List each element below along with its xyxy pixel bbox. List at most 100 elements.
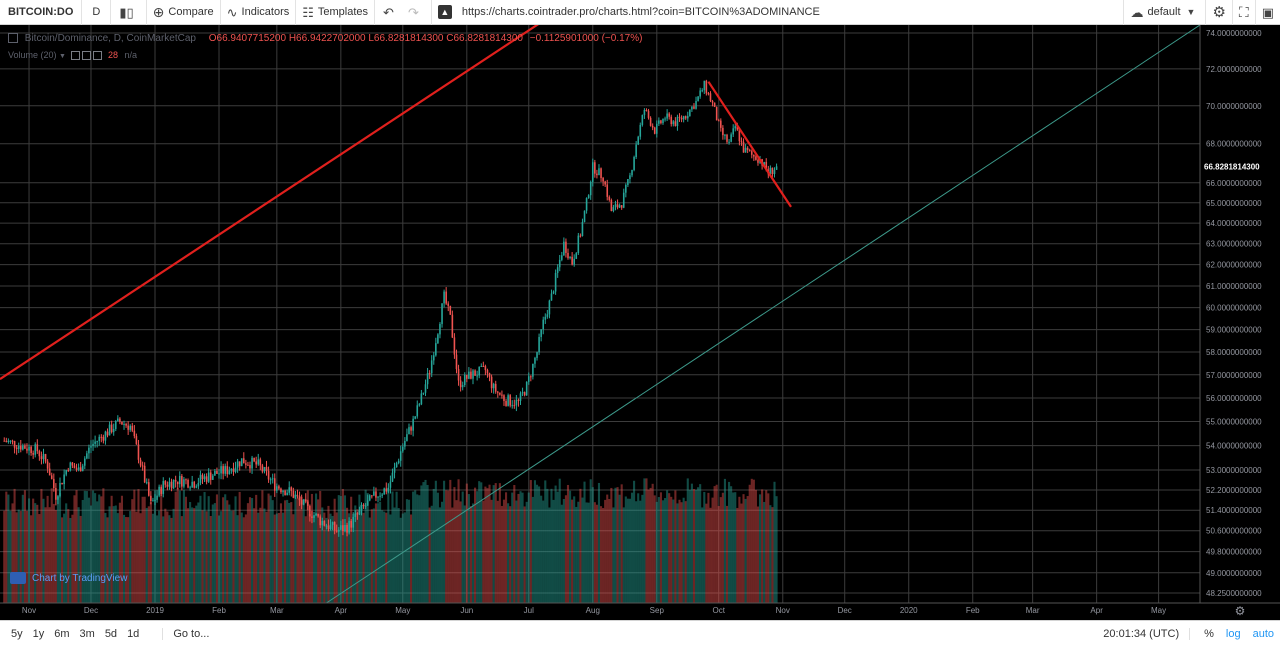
chart-svg[interactable]: 74.0000000000 72.0000000000 70.0000000000 6… <box>0 25 1280 620</box>
candle-body <box>337 529 340 532</box>
volume-bar <box>422 482 425 603</box>
candle-body <box>3 440 6 442</box>
volume-bar <box>569 490 572 603</box>
close-small-icon[interactable] <box>92 51 102 61</box>
volume-bar <box>164 508 167 603</box>
candle-body <box>385 488 388 492</box>
candle-body <box>736 126 739 130</box>
snapshot-url-area[interactable]: ▲ https://charts.cointrader.pro/charts.h… <box>432 0 832 25</box>
candle-body <box>416 405 419 417</box>
volume-bar <box>498 483 501 603</box>
candle-body <box>112 428 115 433</box>
chart-style-button[interactable]: ▮▯ <box>111 0 147 25</box>
candle-body <box>11 440 14 442</box>
price-tick-label: 70.0000000000 <box>1206 102 1262 111</box>
candle-body <box>110 424 113 433</box>
candles-icon: ▮▯ <box>119 4 134 20</box>
gear-icon: ⚙ <box>1212 3 1226 21</box>
log-toggle[interactable]: log <box>1225 628 1241 640</box>
candle-body <box>321 521 324 526</box>
volume-bar <box>496 500 499 603</box>
candle-body <box>757 159 759 163</box>
volume-bar <box>201 510 204 603</box>
volume-bar <box>525 501 528 603</box>
volume-bar <box>443 480 446 603</box>
volume-bar <box>761 489 764 603</box>
range-1y[interactable]: 1y <box>32 628 45 640</box>
fullscreen-button[interactable]: ⛶ <box>1233 0 1256 25</box>
volume-bar <box>709 507 712 603</box>
collapse-icon[interactable] <box>8 33 18 44</box>
range-6m[interactable]: 6m <box>54 628 70 640</box>
templates-button[interactable]: ☷ Templates <box>296 0 376 25</box>
volume-bar <box>717 506 720 603</box>
candle-body <box>205 476 208 482</box>
range-5d[interactable]: 5d <box>104 628 118 640</box>
settings-button[interactable]: ⚙ <box>1206 0 1233 25</box>
percent-toggle[interactable]: % <box>1204 628 1214 640</box>
candle-body <box>69 462 72 471</box>
volume-bar <box>348 513 351 603</box>
chart-area[interactable]: 74.0000000000 72.0000000000 70.0000000000 6… <box>0 25 1280 620</box>
volume-bar <box>3 510 6 603</box>
candle-body <box>102 436 105 441</box>
snapshot-url[interactable]: https://charts.cointrader.pro/charts.htm… <box>461 6 820 18</box>
volume-bar <box>358 494 361 603</box>
symbol-search-button[interactable]: BITCOIN:DO <box>0 0 83 25</box>
auto-toggle[interactable]: auto <box>1252 628 1274 640</box>
candle-body <box>207 472 210 482</box>
volume-bar <box>271 500 274 603</box>
candle-body <box>536 352 538 358</box>
trend-drawings <box>0 25 1201 604</box>
candle-body <box>565 241 567 253</box>
candle-body <box>715 106 718 121</box>
price-tick-label: 59.0000000000 <box>1206 326 1262 335</box>
volume-bar <box>9 510 12 603</box>
visibility-icon[interactable] <box>70 51 80 61</box>
volume-bar <box>364 489 367 603</box>
volume-bar <box>166 511 169 603</box>
settings-small-icon[interactable] <box>81 51 91 61</box>
candle-body <box>697 96 699 101</box>
candle-body <box>57 495 59 500</box>
interval-button[interactable]: D <box>82 0 112 25</box>
volume-bar <box>748 484 751 603</box>
redo-icon[interactable]: ↷ <box>407 4 419 20</box>
volume-bar <box>248 497 252 603</box>
layout-menu-button[interactable]: ☁ default ▼ <box>1123 0 1207 25</box>
range-1d[interactable]: 1d <box>127 628 140 640</box>
candle-body <box>610 199 613 212</box>
volume-bar <box>469 506 472 603</box>
candle-body <box>771 167 774 175</box>
volume-bar <box>331 515 334 603</box>
volume-bar <box>387 488 390 603</box>
goto-date-button[interactable]: Go to... <box>162 628 209 640</box>
tradingview-attribution[interactable]: Chart by TradingView <box>10 572 127 584</box>
candle-body <box>15 447 18 449</box>
candle-body <box>98 436 101 442</box>
candle-body <box>162 481 165 494</box>
utc-clock[interactable]: 20:01:34 (UTC) <box>1093 628 1191 640</box>
volume-bar <box>52 503 55 603</box>
chevron-down-icon[interactable]: ▼ <box>59 53 66 60</box>
range-3m[interactable]: 3m <box>79 628 95 640</box>
volume-bar <box>279 503 283 603</box>
candle-body <box>435 343 437 356</box>
undo-icon[interactable]: ↶ <box>383 4 394 20</box>
volume-bar <box>381 510 384 603</box>
candle-body <box>608 196 611 200</box>
screenshot-button[interactable]: ▣ <box>1256 0 1280 25</box>
candle-body <box>88 447 90 454</box>
volume-bar <box>515 500 518 603</box>
trendline-descending <box>707 81 792 208</box>
indicators-button[interactable]: ∿ Indicators <box>221 0 297 25</box>
range-5y[interactable]: 5y <box>11 628 23 640</box>
volume-bar <box>333 498 336 603</box>
candle-body <box>544 316 547 320</box>
candle-body <box>154 499 156 501</box>
compare-button[interactable]: ⊕ Compare <box>147 0 221 25</box>
volume-bar <box>96 501 99 603</box>
price-tick-label: 50.6000000000 <box>1206 527 1262 536</box>
candle-body <box>649 117 652 126</box>
candle-body <box>399 451 402 461</box>
